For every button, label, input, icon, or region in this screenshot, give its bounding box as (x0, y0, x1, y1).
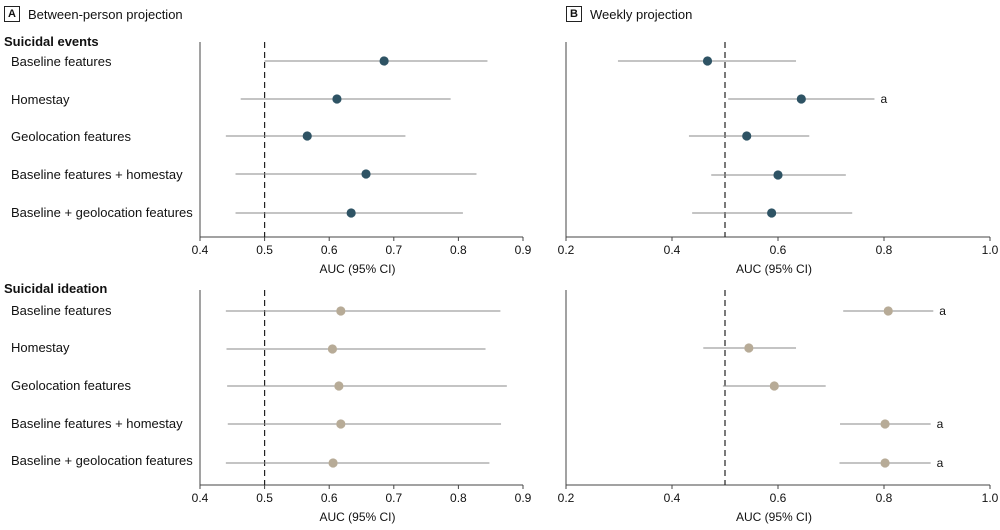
row-label-ideation-baseline-homestay: Baseline features + homestay (11, 416, 183, 431)
a-ideation-point (334, 381, 344, 391)
row-label-events-baseline: Baseline features (11, 54, 112, 69)
b-ideation-point (883, 306, 893, 316)
a-events-point (361, 169, 371, 179)
b-ideation-x-tick-label: 0.6 (770, 491, 787, 505)
b-events-x-axis-title: AUC (95% CI) (736, 262, 812, 276)
b-events-point (796, 94, 806, 104)
b-ideation-x-tick-label: 0.8 (876, 491, 893, 505)
panel-a-letter: A (4, 6, 20, 22)
panel-b-letter: B (566, 6, 582, 22)
panel-b-header: B Weekly projection (566, 6, 692, 22)
a-events-x-tick-label: 0.4 (192, 243, 209, 257)
a-events-x-tick-label: 0.9 (515, 243, 532, 257)
panel-a-header: A Between-person projection (4, 6, 183, 22)
row-label-events-geolocation: Geolocation features (11, 129, 131, 144)
b-ideation-x-tick-label: 0.4 (664, 491, 681, 505)
a-ideation-x-tick-label: 0.8 (450, 491, 467, 505)
a-events-point (346, 208, 356, 218)
a-events-point (332, 94, 342, 104)
b-events-x-tick-label: 1.0 (982, 243, 999, 257)
a-ideation-point (327, 344, 338, 354)
row-label-ideation-baseline: Baseline features (11, 303, 112, 318)
a-ideation-x-tick-label: 0.9 (515, 491, 532, 505)
a-ideation-x-tick-label: 0.7 (385, 491, 402, 505)
row-label-ideation-baseline-geolocation: Baseline + geolocation features (11, 453, 193, 468)
b-ideation-point (880, 419, 890, 429)
b-ideation-point (744, 343, 754, 353)
a-events-x-tick-label: 0.7 (385, 243, 402, 257)
b-ideation-x-tick-label: 0.2 (558, 491, 575, 505)
b-events-point (742, 131, 752, 141)
panel-a-title: Between-person projection (28, 6, 183, 22)
a-events-point (302, 131, 312, 141)
a-ideation-x-tick-label: 0.4 (192, 491, 209, 505)
b-ideation-point (769, 381, 779, 391)
a-events-x-tick-label: 0.5 (256, 243, 273, 257)
b-ideation-point (880, 458, 890, 468)
a-events-x-tick-label: 0.6 (321, 243, 338, 257)
a-ideation-x-tick-label: 0.5 (256, 491, 273, 505)
b-events-point (767, 208, 777, 218)
a-events-point (379, 56, 389, 66)
b-ideation-x-tick-label: 1.0 (982, 491, 999, 505)
b-events-x-tick-label: 0.6 (770, 243, 787, 257)
row-label-events-baseline-geolocation: Baseline + geolocation features (11, 205, 193, 220)
b-events-x-tick-label: 0.4 (664, 243, 681, 257)
a-ideation-x-axis-title: AUC (95% CI) (319, 510, 395, 524)
b-ideation-significance-marker: a (939, 304, 946, 318)
b-ideation-x-axis-title: AUC (95% CI) (736, 510, 812, 524)
a-events-x-axis-title: AUC (95% CI) (319, 262, 395, 276)
a-ideation-point (336, 306, 346, 316)
row-label-events-homestay: Homestay (11, 92, 70, 107)
a-events-x-tick-label: 0.8 (450, 243, 467, 257)
b-events-point (702, 56, 713, 66)
a-ideation-point (328, 458, 338, 468)
b-events-significance-marker: a (880, 92, 887, 106)
panel-b-title: Weekly projection (590, 6, 693, 22)
a-ideation-x-tick-label: 0.6 (321, 491, 338, 505)
section-label-suicidal-events: Suicidal events (4, 34, 99, 49)
row-label-events-baseline-homestay: Baseline features + homestay (11, 167, 183, 182)
row-label-ideation-geolocation: Geolocation features (11, 378, 131, 393)
b-events-x-tick-label: 0.8 (876, 243, 893, 257)
b-ideation-significance-marker: a (937, 417, 944, 431)
b-events-point (773, 170, 783, 180)
section-label-suicidal-ideation: Suicidal ideation (4, 281, 108, 296)
row-label-ideation-homestay: Homestay (11, 340, 70, 355)
b-events-x-tick-label: 0.2 (558, 243, 575, 257)
a-ideation-point (336, 419, 346, 429)
b-ideation-significance-marker: a (937, 456, 944, 470)
